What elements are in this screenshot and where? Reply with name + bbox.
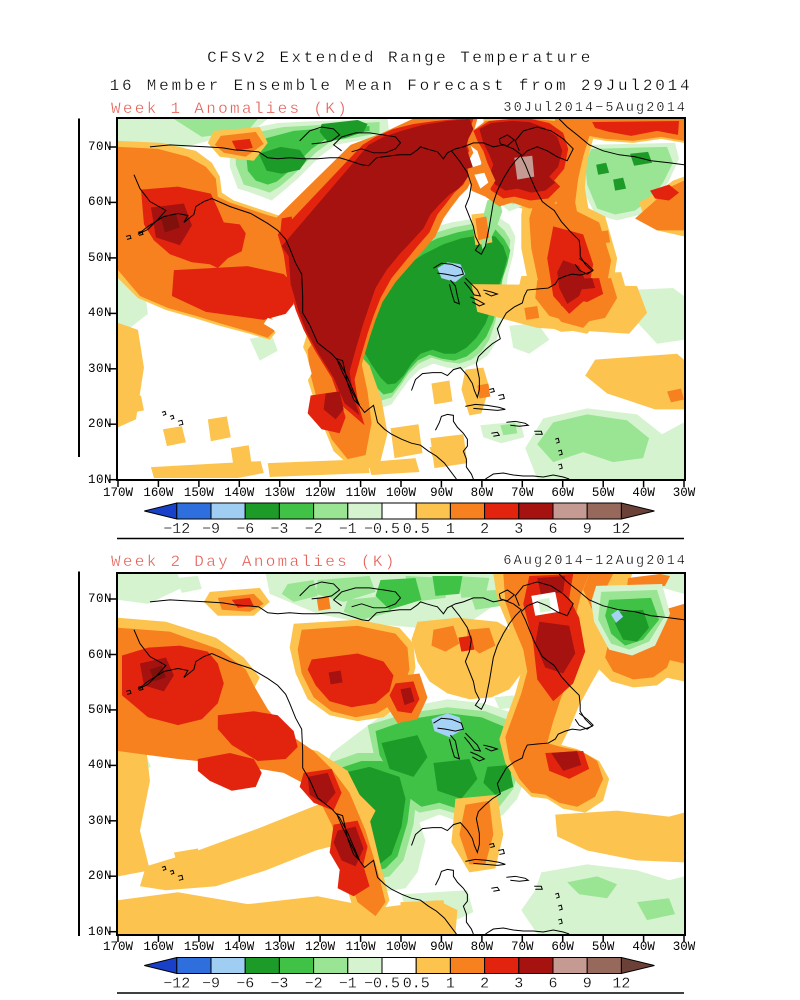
svg-text:−2: −2: [305, 976, 323, 993]
svg-text:1: 1: [446, 521, 455, 538]
svg-text:9: 9: [583, 521, 592, 538]
svg-text:−1: −1: [339, 976, 357, 993]
svg-text:12: 12: [612, 521, 630, 538]
svg-text:−1: −1: [339, 521, 357, 538]
svg-text:9: 9: [583, 976, 592, 993]
svg-text:−12: −12: [163, 976, 190, 993]
svg-text:−6: −6: [236, 521, 254, 538]
svg-text:12: 12: [612, 976, 630, 993]
svg-text:−3: −3: [270, 976, 288, 993]
svg-text:−12: −12: [163, 521, 190, 538]
svg-text:−0.5: −0.5: [364, 521, 400, 538]
svg-text:−0.5: −0.5: [364, 976, 400, 993]
svg-text:1: 1: [446, 976, 455, 993]
svg-text:3: 3: [514, 521, 523, 538]
svg-text:0.5: 0.5: [403, 521, 430, 538]
svg-text:2: 2: [480, 521, 489, 538]
svg-text:0.5: 0.5: [403, 976, 430, 993]
svg-text:2: 2: [480, 976, 489, 993]
svg-text:3: 3: [514, 976, 523, 993]
svg-text:−9: −9: [202, 976, 220, 993]
svg-text:6: 6: [548, 976, 557, 993]
svg-text:−3: −3: [270, 521, 288, 538]
svg-text:6: 6: [548, 521, 557, 538]
svg-text:−6: −6: [236, 976, 254, 993]
svg-text:−9: −9: [202, 521, 220, 538]
svg-text:−2: −2: [305, 521, 323, 538]
